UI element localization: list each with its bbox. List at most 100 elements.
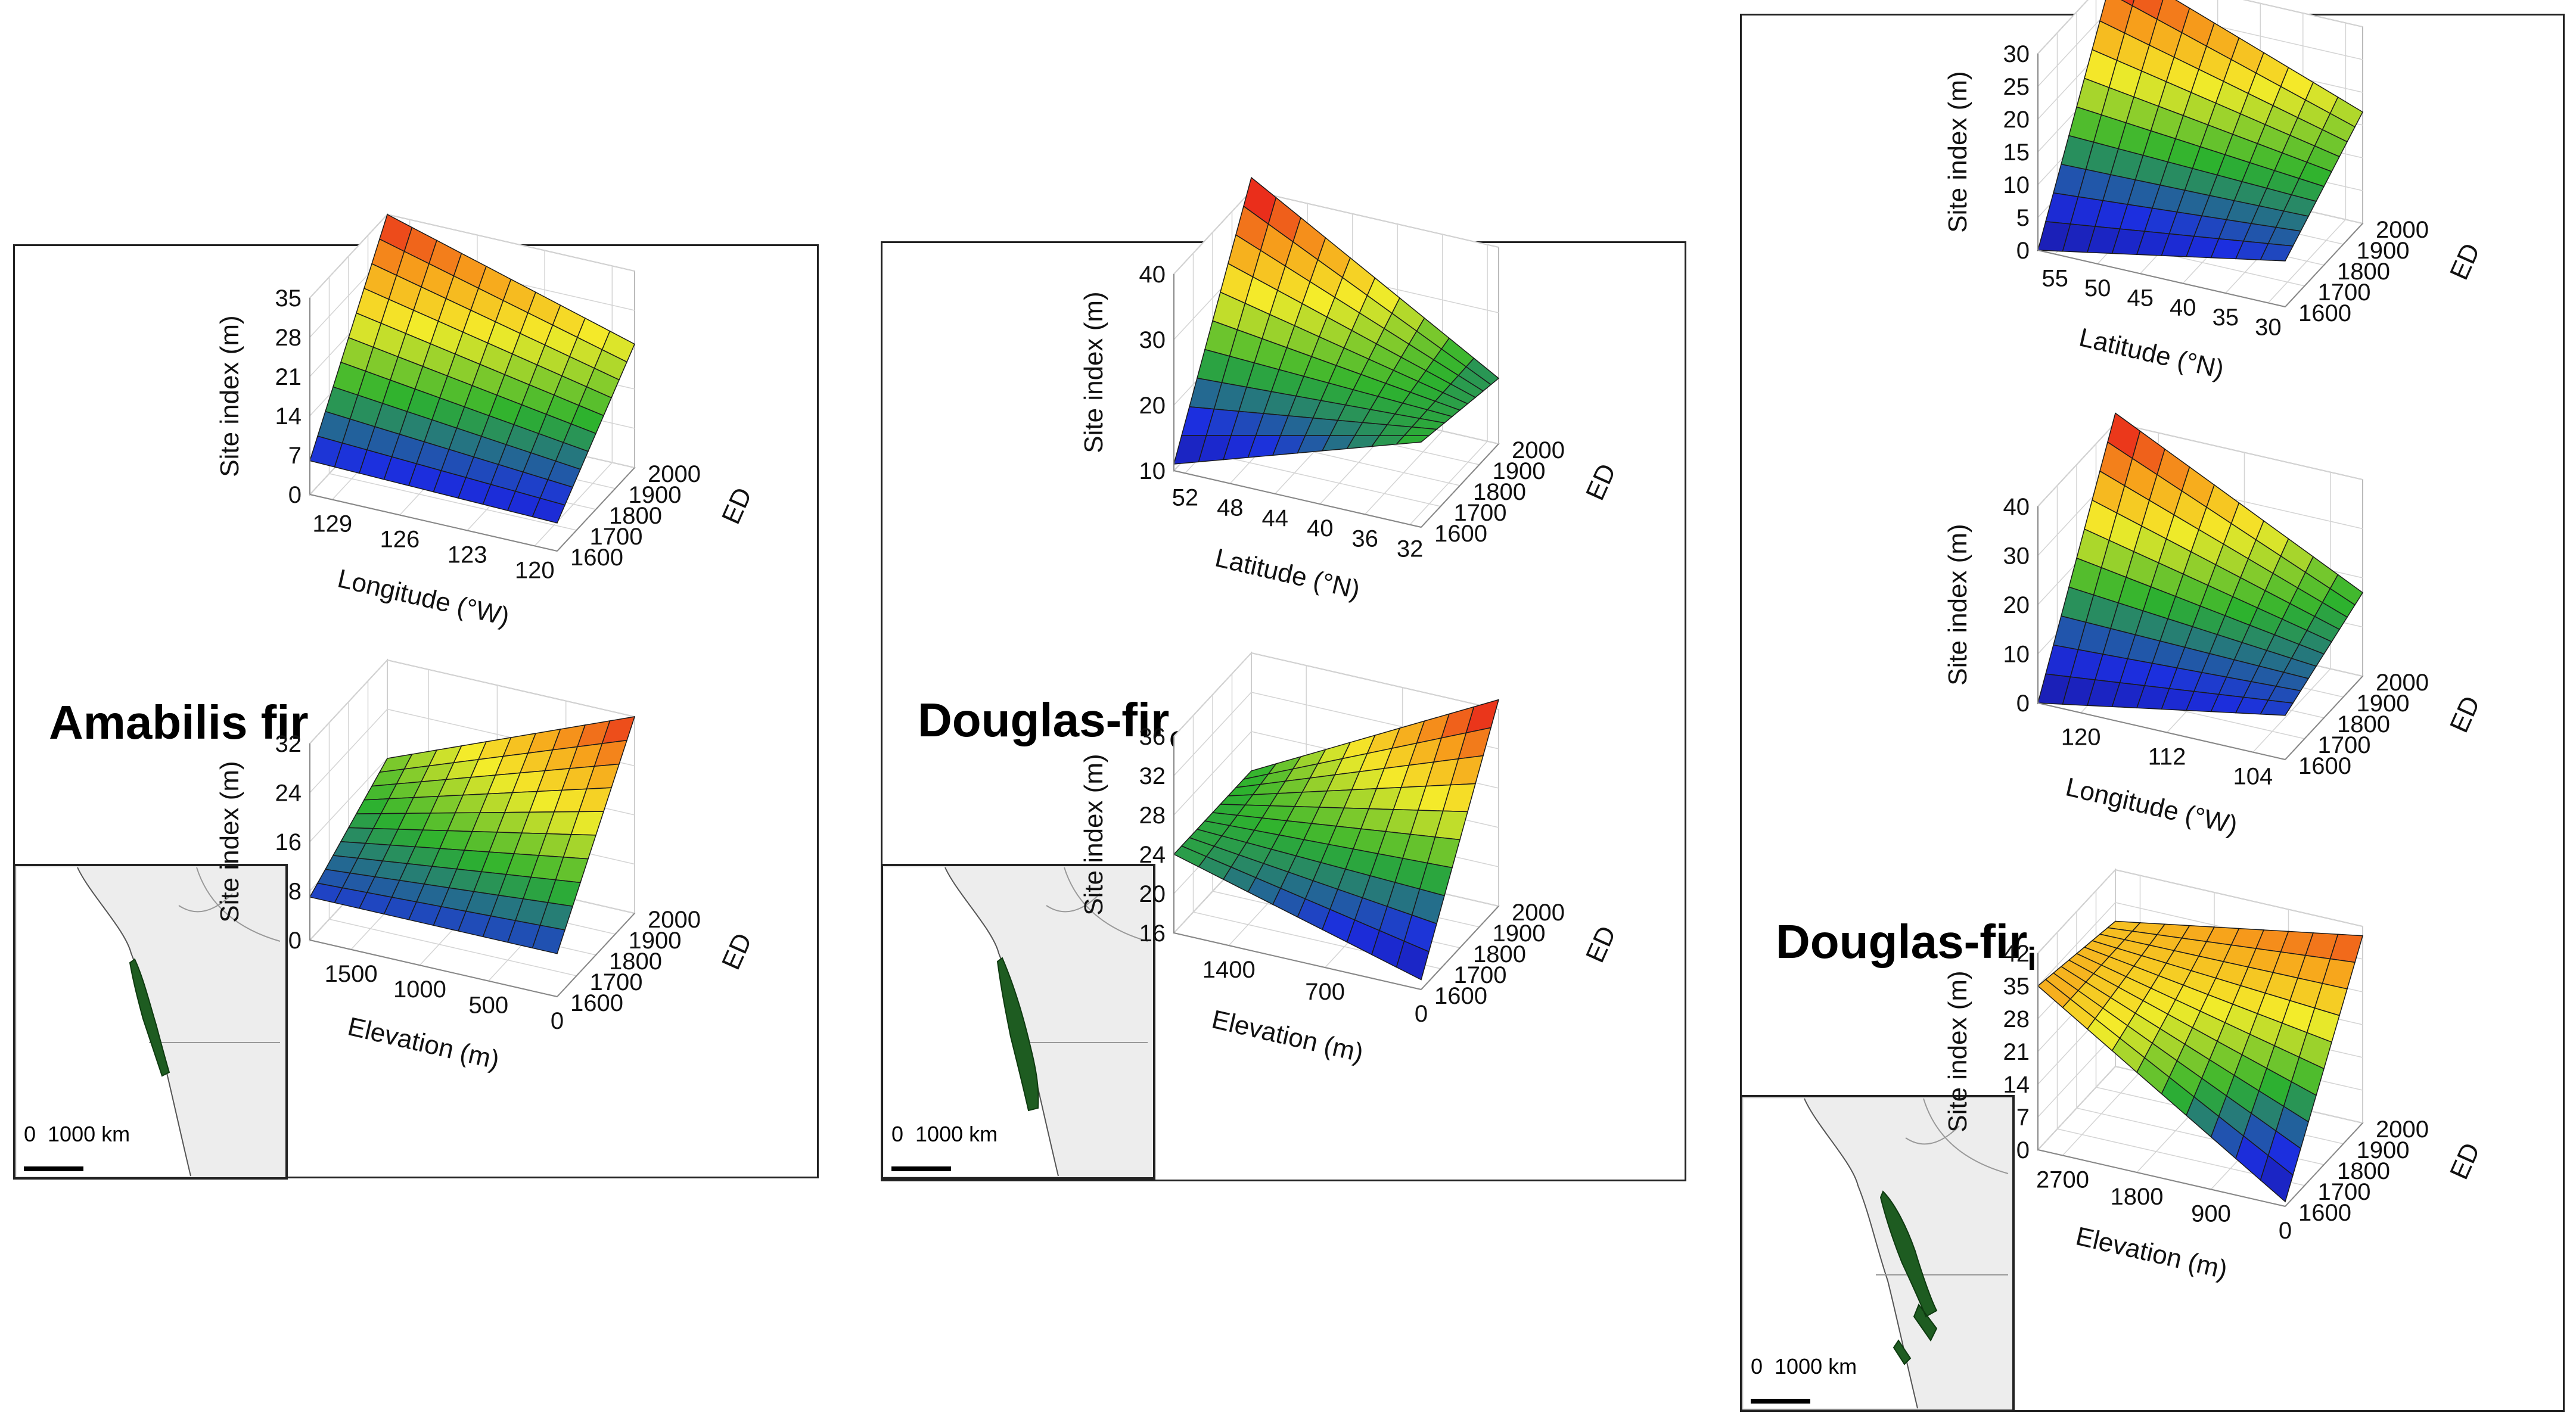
y-tick-label: 1900 — [2357, 238, 2410, 264]
z-axis-title: Site index (m) — [1943, 970, 1972, 1132]
x-tick-label: 52 — [1172, 484, 1199, 511]
map-borders — [1876, 1098, 2009, 1275]
z-tick-label: 16 — [275, 829, 302, 855]
y-tick-label: 1700 — [590, 524, 643, 550]
range-map-douglas-i: 0 1000 km — [1740, 1095, 2015, 1412]
z-tick-label: 7 — [2016, 1104, 2030, 1131]
z-tick-label: 36 — [1139, 724, 1166, 750]
y-axis-line — [557, 913, 635, 997]
y-tick-label: 1600 — [570, 990, 623, 1016]
y-tick-label: 2000 — [648, 907, 701, 933]
range-map-douglas-c: 0 1000 km — [881, 864, 1155, 1180]
y-tick-label: 2000 — [2376, 1116, 2429, 1143]
y-tick-label: 1900 — [1493, 920, 1546, 947]
x-axis-title: Elevation (m) — [1209, 1004, 1366, 1068]
x-axis-title: Latitude (°N) — [1213, 543, 1363, 605]
map-coastline — [1804, 1098, 1918, 1409]
y-tick-label: 1700 — [1454, 962, 1507, 988]
y-tick-label: 1900 — [2357, 690, 2410, 717]
y-tick-label: 1900 — [629, 928, 682, 954]
y-axis-title: ED — [2444, 239, 2486, 284]
y-tick-label: 1700 — [2318, 1179, 2371, 1205]
x-tick-label: 112 — [2148, 744, 2186, 770]
z-tick-label: 25 — [2003, 74, 2030, 100]
z-tick-label: 35 — [2003, 973, 2030, 1000]
species-range — [996, 957, 1039, 1112]
z-axis-title: Site index (m) — [1943, 524, 1972, 685]
z-tick-label: 20 — [1139, 881, 1166, 907]
x-axis-title: Longitude (°W) — [2063, 772, 2240, 840]
x-tick-label: 1000 — [393, 976, 446, 1003]
y-tick-label: 1600 — [2298, 300, 2351, 326]
x-tick-label: 1800 — [2111, 1184, 2164, 1210]
x-tick-label: 35 — [2213, 304, 2239, 331]
y-tick-label: 1800 — [2337, 259, 2390, 285]
z-tick-label: 40 — [1139, 262, 1166, 288]
y-tick-label: 1700 — [2318, 279, 2371, 306]
z-tick-label: 14 — [275, 403, 302, 430]
y-tick-label: 2000 — [1512, 900, 1565, 926]
y-tick-label: 1800 — [1473, 479, 1526, 505]
y-axis-title: ED — [2444, 1138, 2486, 1184]
z-tick-label: 20 — [2003, 592, 2030, 618]
y-axis-line — [1421, 906, 1499, 990]
z-tick-label: 8 — [288, 879, 302, 905]
scale-label: 0 1000 km — [1751, 1354, 1857, 1379]
y-tick-label: 1800 — [2337, 1158, 2390, 1184]
scale-label: 0 1000 km — [891, 1122, 998, 1146]
x-tick-label: 30 — [2255, 314, 2282, 340]
x-tick-label: 40 — [1307, 515, 1334, 542]
surface-cell — [532, 497, 566, 524]
y-tick-label: 1900 — [1493, 458, 1546, 484]
species-range — [129, 958, 170, 1077]
surface-cell — [2260, 243, 2294, 262]
z-tick-label: 5 — [2016, 205, 2030, 231]
y-axis-line — [2285, 1122, 2363, 1207]
x-tick-label: 44 — [1262, 505, 1289, 531]
x-axis-line — [309, 939, 558, 997]
z-tick-label: 28 — [275, 325, 302, 351]
z-tick-label: 21 — [275, 364, 302, 390]
z-tick-label: 0 — [2016, 238, 2030, 264]
y-tick-label: 2000 — [2376, 217, 2429, 243]
x-tick-label: 40 — [2170, 295, 2196, 321]
surface-chart-douglas-c-latitude: 10 20 30 40 52 48 44 40 36 32 16001700180019002000… — [1079, 176, 1622, 605]
x-tick-label: 123 — [448, 542, 487, 568]
x-tick-label: 55 — [2041, 266, 2068, 292]
z-tick-label: 20 — [2003, 107, 2030, 133]
x-axis-line — [1173, 470, 1422, 528]
z-tick-label: 10 — [1139, 458, 1166, 484]
x-tick-label: 129 — [312, 511, 352, 537]
y-tick-label: 2000 — [2376, 670, 2429, 696]
x-tick-label: 36 — [1351, 525, 1378, 552]
z-tick-label: 30 — [2003, 41, 2030, 67]
y-axis-line — [1421, 443, 1499, 528]
z-tick-label: 32 — [1139, 763, 1166, 789]
y-gridline — [328, 277, 577, 531]
z-tick-label: 0 — [288, 928, 302, 954]
z-tick-label: 35 — [275, 285, 302, 312]
y-axis-title: ED — [2444, 692, 2486, 737]
x-tick-label: 0 — [2279, 1218, 2292, 1244]
x-axis-title: Elevation (m) — [2073, 1221, 2230, 1284]
z-tick-label: 14 — [2003, 1072, 2030, 1098]
y-tick-label: 2000 — [1512, 437, 1565, 463]
z-tick-label: 16 — [1139, 920, 1166, 947]
y-tick-label: 1600 — [1434, 521, 1487, 547]
y-tick-label: 1800 — [609, 503, 662, 529]
y-axis-line — [557, 467, 635, 552]
z-tick-label: 7 — [288, 443, 302, 469]
z-tick-label: 32 — [275, 731, 302, 757]
x-tick-label: 900 — [2191, 1201, 2231, 1227]
z-tick-label: 10 — [2003, 642, 2030, 668]
y-tick-label: 2000 — [648, 461, 701, 487]
surface-chart-amabilis-longitude: 0 7 14 21 28 35 129 126 123 120 160017001800190020… — [215, 213, 758, 631]
z-tick-label: 21 — [2003, 1039, 2030, 1065]
y-axis-title: ED — [1580, 922, 1622, 967]
y-axis-line — [2285, 223, 2363, 307]
z-tick-label: 0 — [288, 482, 302, 508]
surface-cell — [532, 925, 565, 954]
x-tick-label: 50 — [2084, 275, 2111, 301]
y-tick-label: 1800 — [609, 948, 662, 975]
